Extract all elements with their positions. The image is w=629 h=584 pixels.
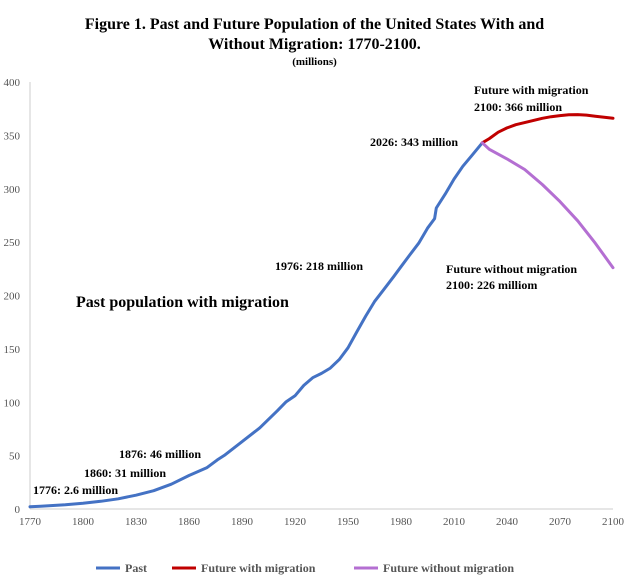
y-tick-label-350: 350 [4, 130, 21, 142]
annotation-future-with-migration-value: 2100: 366 million [474, 100, 562, 114]
y-tick-label-250: 250 [4, 237, 21, 249]
plot-area [30, 82, 613, 509]
series-line-future-without-migration [480, 141, 615, 270]
y-tick-label-400: 400 [4, 77, 21, 89]
annotation-future-without-migration-value: 2100: 226 milliom [446, 278, 537, 292]
annotation-1876: 1876: 46 million [119, 447, 201, 461]
x-tick-label-1800: 1800 [72, 516, 95, 528]
x-tick-label-2100: 2100 [602, 516, 625, 528]
annotation-future-without-migration-label: Future without migration [446, 262, 577, 276]
chart-subtitle-units: (millions) [292, 56, 337, 68]
x-tick-label-2070: 2070 [549, 516, 572, 528]
x-tick-label-1920: 1920 [284, 516, 307, 528]
legend-label-future-with-migration: Future with migration [201, 561, 316, 575]
chart-title-line-2: Without Migration: 1770-2100. [208, 36, 421, 53]
x-tick-label-1860: 1860 [178, 516, 201, 528]
annotation-1976: 1976: 218 million [275, 259, 363, 273]
x-tick-label-1830: 1830 [125, 516, 148, 528]
series-line-past [28, 141, 484, 509]
legend: Past Future with migration Future withou… [96, 561, 514, 575]
annotation-2026: 2026: 343 million [370, 135, 458, 149]
annotation-1860: 1860: 31 million [84, 466, 166, 480]
annotation-1776: 1776: 2.6 million [33, 483, 118, 497]
y-tick-label-200: 200 [4, 291, 21, 303]
x-tick-label-1890: 1890 [231, 516, 254, 528]
legend-label-future-without-migration: Future without migration [383, 561, 514, 575]
x-tick-label-1950: 1950 [337, 516, 360, 528]
x-tick-label-2040: 2040 [496, 516, 519, 528]
y-tick-label-50: 50 [9, 451, 21, 463]
annotation-past-population: Past population with migration [76, 294, 289, 311]
y-tick-label-150: 150 [4, 344, 21, 356]
x-tick-label-1770: 1770 [19, 516, 42, 528]
annotation-future-with-migration-label: Future with migration [474, 83, 589, 97]
series-line-future-with-migration [480, 113, 615, 145]
x-tick-label-2010: 2010 [443, 516, 466, 528]
y-tick-label-0: 0 [15, 504, 21, 516]
chart-title-line-1: Figure 1. Past and Future Population of … [84, 16, 545, 33]
y-tick-label-300: 300 [4, 184, 21, 196]
legend-label-past: Past [125, 561, 147, 575]
y-tick-label-100: 100 [4, 397, 21, 409]
x-tick-label-1980: 1980 [390, 516, 413, 528]
